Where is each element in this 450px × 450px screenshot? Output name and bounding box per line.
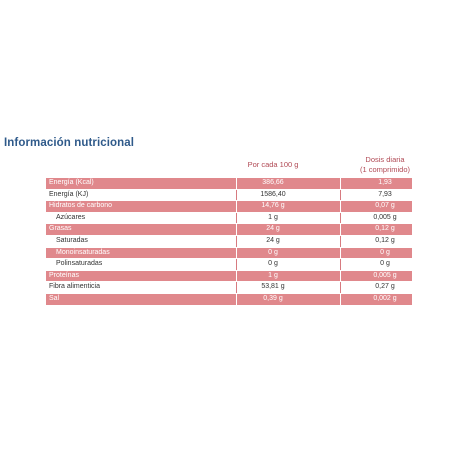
column-divider [340,224,341,235]
row-value-dose: 0,27 g [375,283,395,291]
row-value-dose: 0,005 g [373,213,397,221]
row-label: Energía (Kcal) [49,179,94,186]
column-header-per100: Por cada 100 g [247,160,299,169]
column-header-dose-line2: (1 comprimido) [359,165,410,174]
row-value-dose: 0,12 g [375,236,395,244]
column-divider [236,235,237,247]
row-value-per100: 53,81 g [261,283,285,291]
table-row: Sal 0,39 g 0,002 g [46,293,412,306]
column-divider [340,282,341,293]
column-divider [340,178,341,189]
table-row: Proteínas 1 g 0,005 g [46,270,412,283]
row-value-per100: 0 g [268,248,278,256]
table-row: Saturadas 24 g 0,12 g [46,235,412,248]
table-row: Monoinsaturadas 0 g 0 g [46,247,412,260]
column-divider [340,247,341,259]
table-row: Azúcares 1 g 0,005 g [46,212,412,225]
column-divider [340,212,341,224]
column-header-dose: Dosis diaria (1 comprimido) [340,155,430,175]
column-header-dose-line1: Dosis diaria [365,155,405,164]
row-value-per100: 386,66 [262,179,284,186]
row-value-dose: 0,07 g [375,202,395,210]
column-divider [340,201,341,212]
row-label: Proteínas [49,271,79,279]
row-label: Grasas [49,225,72,233]
column-divider [236,224,237,235]
row-label: Energía (KJ) [49,190,89,198]
nutrition-table: Energía (Kcal) 386,66 1,93 Energía (KJ) 1586… [46,178,412,306]
column-divider [236,282,237,293]
column-divider [236,270,237,282]
table-row: Fibra alimenticia 53,81 g 0,27 g [46,282,412,294]
table-row: Energía (Kcal) 386,66 1,93 [46,178,412,190]
column-divider [340,189,341,201]
column-divider [340,293,341,305]
row-label: Sal [49,294,60,302]
table-row: Polinsaturadas 0 g 0 g [46,259,412,271]
row-value-per100: 1586,40 [260,190,286,198]
row-value-per100: 1 g [268,271,278,279]
row-value-per100: 0,39 g [263,294,283,302]
row-value-dose: 0 g [380,260,390,268]
column-divider [236,247,237,259]
column-divider [236,189,237,201]
row-label: Hidratos de carbono [49,202,113,210]
row-label: Saturadas [56,236,88,244]
row-value-dose: 0 g [380,248,390,256]
row-value-per100: 0 g [268,260,278,268]
column-divider [236,201,237,212]
column-divider [236,259,237,270]
table-row: Energía (KJ) 1586,40 7,93 [46,189,412,202]
table-row: Grasas 24 g 0,12 g [46,224,412,236]
row-value-dose: 0,005 g [373,271,397,279]
column-divider [236,212,237,224]
row-label: Azúcares [56,213,86,221]
row-value-per100: 24 g [266,236,280,244]
column-divider [236,178,237,189]
row-value-dose: 0,002 g [373,294,397,302]
column-divider [236,293,237,305]
row-value-per100: 1 g [268,213,278,221]
row-value-dose: 7,93 [378,190,392,198]
column-divider [340,235,341,247]
row-value-dose: 0,12 g [375,225,395,233]
column-divider [340,259,341,270]
column-divider [340,270,341,282]
row-value-per100: 24 g [266,225,280,233]
row-value-dose: 1,93 [378,179,392,186]
page-title: Información nutricional [4,137,135,149]
table-row: Hidratos de carbono 14,76 g 0,07 g [46,201,412,213]
row-label: Polinsaturadas [56,260,103,268]
row-value-per100: 14,76 g [261,202,285,210]
row-label: Monoinsaturadas [56,248,110,256]
row-label: Fibra alimenticia [49,283,100,291]
